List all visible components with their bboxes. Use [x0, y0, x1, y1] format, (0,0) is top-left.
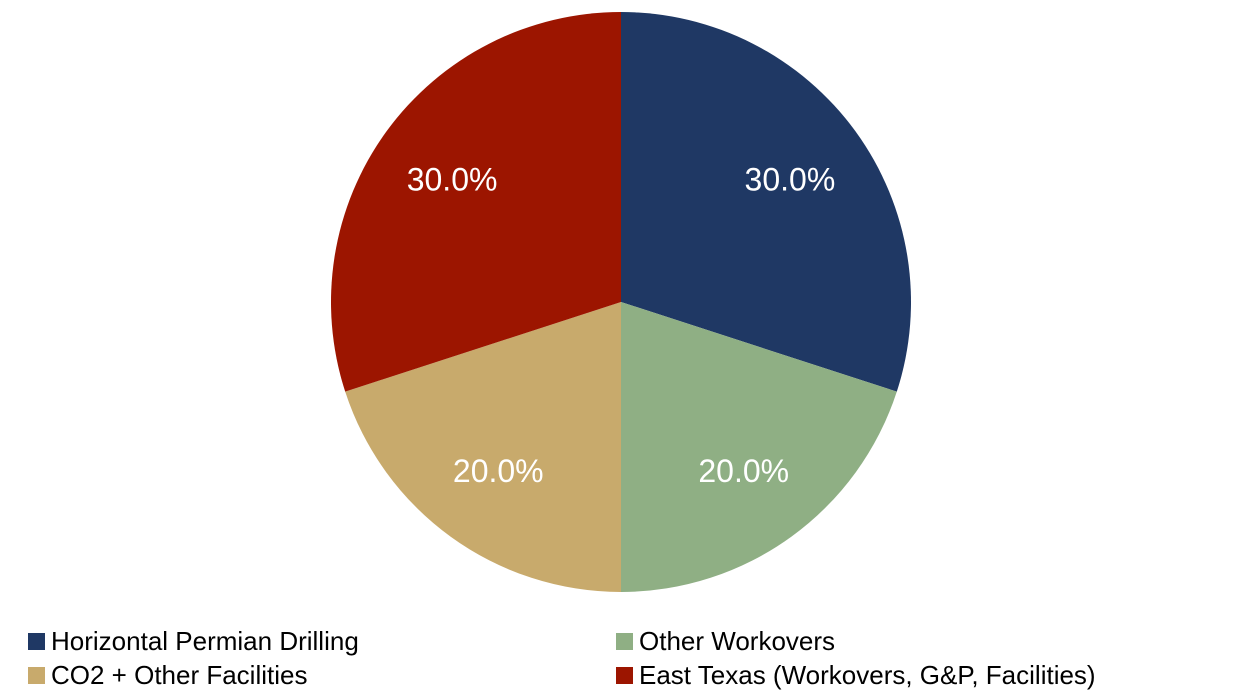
legend: Horizontal Permian Drilling Other Workove…	[28, 624, 1235, 692]
data-label-3: 30.0%	[407, 161, 498, 197]
pie-data-labels: 30.0% 20.0% 20.0% 30.0%	[407, 161, 836, 489]
data-label-2: 20.0%	[453, 453, 544, 489]
pie-slice-1	[621, 302, 897, 592]
pie-slice-0	[621, 12, 911, 392]
pie-chart: 30.0% 20.0% 20.0% 30.0%	[331, 12, 911, 592]
pie-slices	[331, 12, 911, 592]
legend-label-2: CO2 + Other Facilities	[51, 659, 308, 690]
legend-swatch-2	[28, 666, 45, 684]
data-label-0: 30.0%	[745, 161, 836, 197]
legend-label-1: Other Workovers	[639, 625, 836, 656]
legend-swatch-1	[616, 632, 633, 650]
data-label-1: 20.0%	[698, 453, 789, 489]
legend-item-1: Other Workovers	[616, 624, 1235, 658]
pie-slice-3	[331, 12, 621, 392]
legend-label-0: Horizontal Permian Drilling	[51, 625, 359, 656]
legend-item-2: CO2 + Other Facilities	[28, 658, 616, 692]
legend-swatch-3	[616, 666, 633, 684]
legend-swatch-0	[28, 632, 45, 650]
legend-label-3: East Texas (Workovers, G&P, Facilities)	[639, 659, 1096, 690]
legend-item-3: East Texas (Workovers, G&P, Facilities)	[616, 658, 1235, 692]
legend-item-0: Horizontal Permian Drilling	[28, 624, 616, 658]
pie-slice-2	[345, 302, 621, 592]
